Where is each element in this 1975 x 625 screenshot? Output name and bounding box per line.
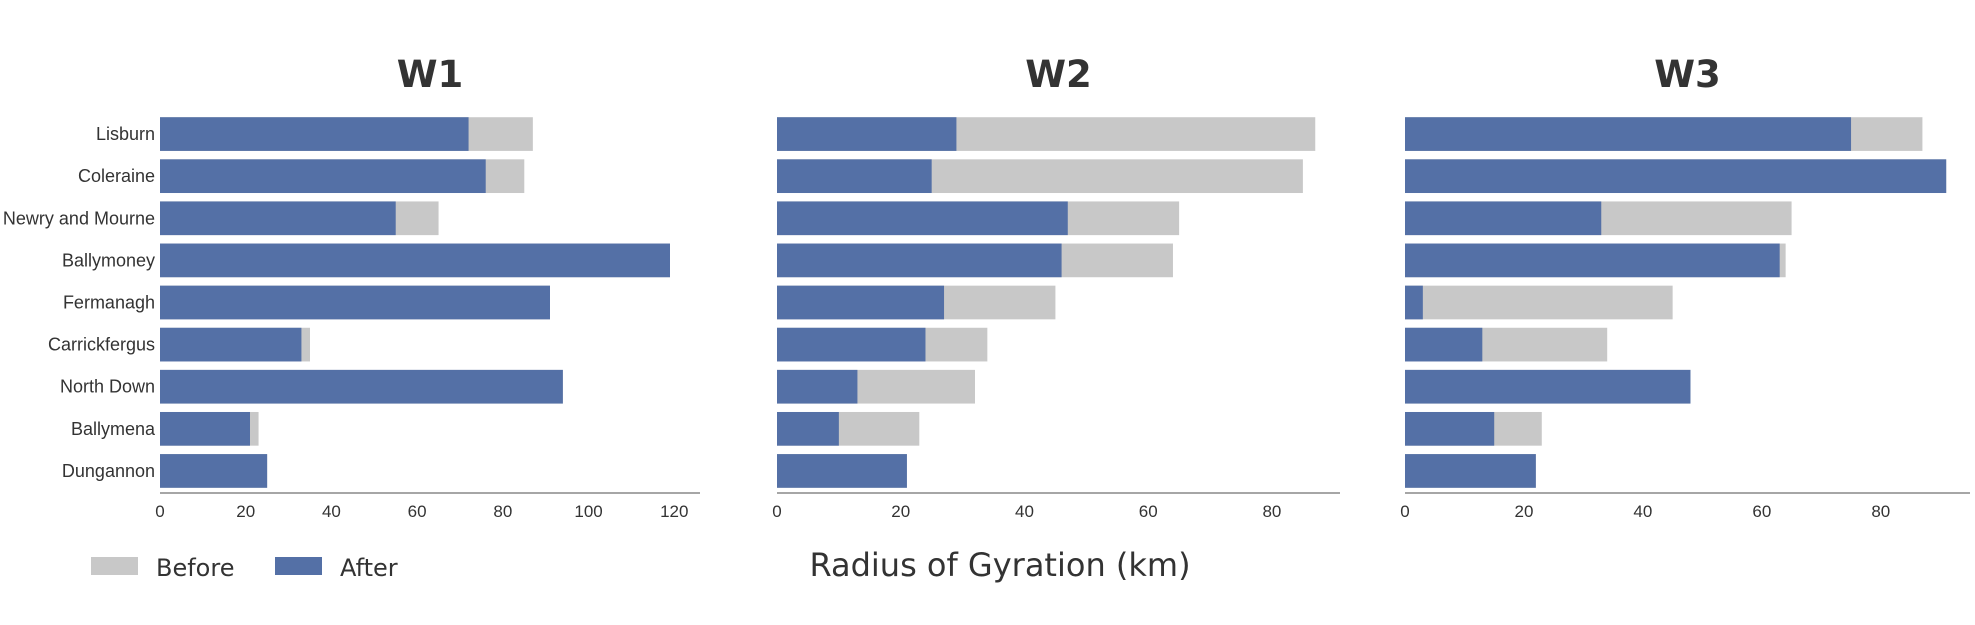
x-tick-label: 0 (1400, 502, 1409, 521)
panel-w3: W3 0 20 40 60 80 (1400, 53, 1970, 521)
bar-after (777, 369, 858, 404)
legend: Before After (91, 554, 398, 582)
x-axis-label: Radius of Gyration (km) (809, 546, 1190, 584)
bar-after (1405, 369, 1691, 404)
x-tick-label: 100 (574, 502, 602, 521)
bar-after (160, 327, 302, 362)
panel-w2: W2 0 20 40 60 80 (772, 53, 1340, 521)
bar-after (777, 117, 957, 151)
panel-w1: W1 0 20 40 60 80 100 120 Lisburn Coleraine Newry a… (3, 53, 700, 521)
bar-after (777, 201, 1068, 236)
bar-after (777, 285, 945, 320)
x-tick-label: 120 (660, 502, 688, 521)
bar-after (160, 117, 469, 151)
x-tick-label: 20 (1514, 502, 1533, 521)
x-tick-label: 40 (322, 502, 341, 521)
series-after (160, 117, 670, 488)
bar-after (1405, 327, 1483, 362)
legend-label-before: Before (156, 554, 234, 582)
legend-swatch-after (275, 557, 322, 575)
x-tick-label: 40 (1015, 502, 1034, 521)
x-tick-label: 0 (772, 502, 781, 521)
panel-title: W2 (1025, 53, 1092, 96)
bar-after (777, 243, 1062, 278)
x-tick-label: 20 (236, 502, 255, 521)
bar-after (777, 159, 932, 194)
category-label: Lisburn (96, 124, 155, 144)
bar-after (160, 243, 670, 278)
x-tick-label: 60 (1752, 502, 1771, 521)
bar-before (1405, 285, 1673, 320)
bar-after (1405, 201, 1602, 236)
bar-after (160, 201, 396, 236)
x-tick-label: 0 (155, 502, 164, 521)
category-label: Carrickfergus (48, 335, 155, 355)
x-tick-label: 20 (891, 502, 910, 521)
bar-after (1405, 285, 1423, 320)
bar-after (160, 159, 486, 194)
bar-after (160, 454, 268, 488)
bar-after (160, 285, 550, 320)
bar-after (1405, 117, 1852, 151)
category-label: Ballymena (71, 419, 156, 439)
x-tick-label: 80 (1871, 502, 1890, 521)
x-tick-label: 40 (1633, 502, 1652, 521)
category-label: Fermanagh (63, 293, 155, 313)
x-tick-label: 60 (1139, 502, 1158, 521)
bar-after (160, 411, 250, 446)
legend-swatch-before (91, 557, 138, 575)
bar-after (777, 454, 907, 488)
bar-after (777, 327, 926, 362)
category-label: Coleraine (78, 166, 155, 186)
bar-after (1405, 411, 1495, 446)
bar-after (1405, 159, 1947, 194)
x-tick-label: 60 (408, 502, 427, 521)
bar-after (1405, 454, 1536, 488)
panel-title: W1 (397, 53, 464, 96)
bar-after (160, 369, 563, 404)
bar-after (777, 411, 839, 446)
category-label: Dungannon (62, 461, 155, 481)
chart-panels: W1 0 20 40 60 80 100 120 Lisburn Coleraine Newry a… (3, 53, 1970, 521)
series-after (1405, 117, 1947, 488)
x-tick-label: 80 (1262, 502, 1281, 521)
category-label: Newry and Mourne (3, 208, 155, 228)
x-tick-label: 80 (493, 502, 512, 521)
category-label: North Down (60, 377, 155, 397)
series-after (777, 117, 1068, 488)
legend-label-after: After (340, 554, 398, 582)
category-label: Ballymoney (62, 250, 155, 270)
bar-after (1405, 243, 1780, 278)
panel-title: W3 (1654, 53, 1721, 96)
